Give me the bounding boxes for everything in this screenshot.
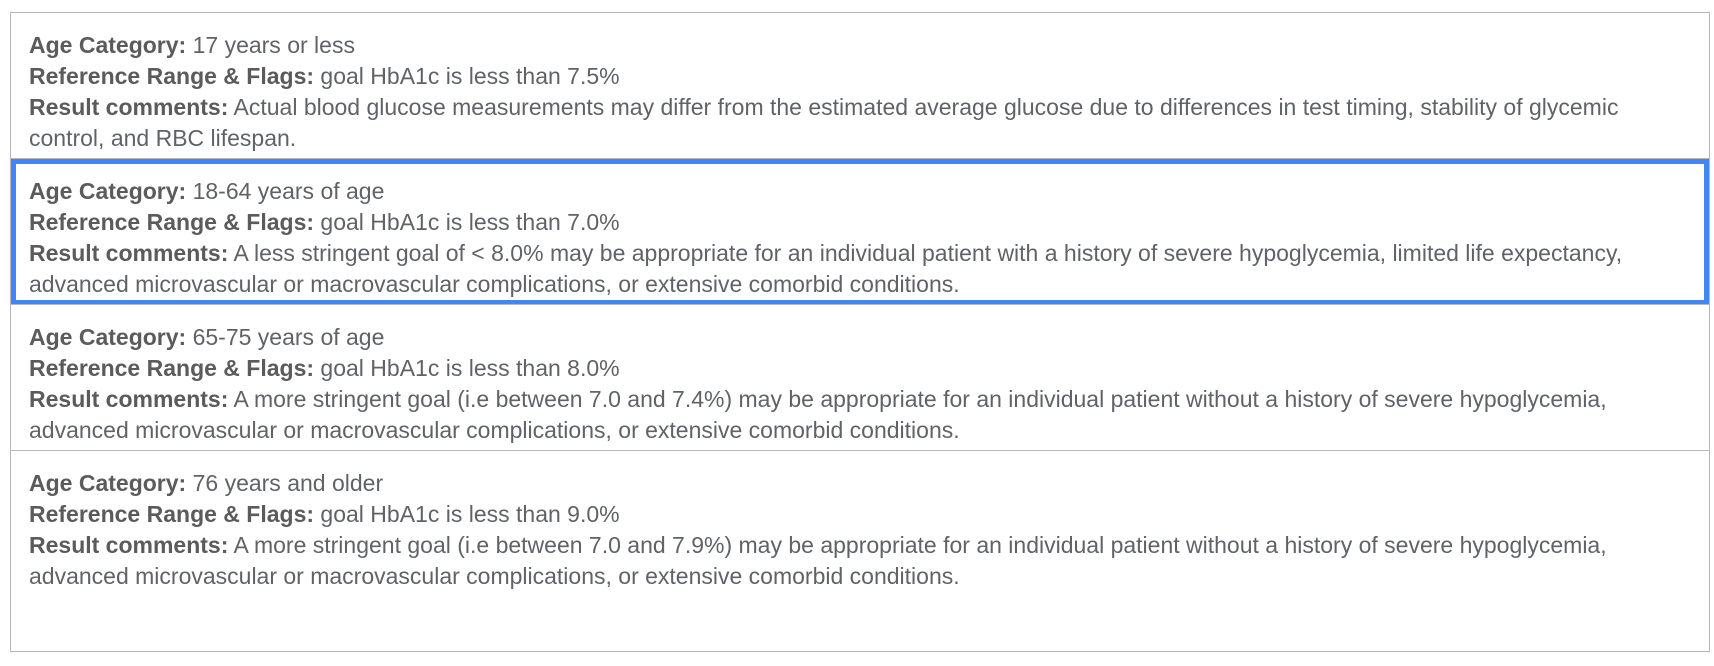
reference-range-label: Reference Range & Flags:	[29, 63, 315, 89]
age-category-value: 17 years or less	[192, 32, 355, 58]
result-comments-label: Result comments:	[29, 240, 229, 266]
result-comments-label: Result comments:	[29, 94, 229, 120]
reference-range-value: goal HbA1c is less than 7.5%	[320, 63, 620, 89]
result-comments-line: Result comments: A more stringent goal (…	[29, 530, 1681, 592]
result-comments-value: A less stringent goal of < 8.0% may be a…	[29, 240, 1623, 297]
reference-range-label: Reference Range & Flags:	[29, 209, 315, 235]
reference-range-value: goal HbA1c is less than 8.0%	[320, 355, 620, 381]
reference-range-line: Reference Range & Flags: goal HbA1c is l…	[29, 353, 1681, 384]
row-divider	[11, 450, 1709, 451]
age-category-entry[interactable]: Age Category: 76 years and older Referen…	[11, 451, 1709, 597]
row-divider	[11, 158, 1709, 159]
age-category-value: 18-64 years of age	[192, 178, 385, 204]
result-comments-line: Result comments: A more stringent goal (…	[29, 384, 1681, 446]
reference-range-panel: Age Category: 17 years or less Reference…	[10, 12, 1710, 652]
result-comments-label: Result comments:	[29, 532, 229, 558]
result-comments-value: A more stringent goal (i.e between 7.0 a…	[29, 532, 1607, 589]
reference-range-label: Reference Range & Flags:	[29, 355, 315, 381]
reference-range-line: Reference Range & Flags: goal HbA1c is l…	[29, 61, 1681, 92]
age-category-entry[interactable]: Age Category: 17 years or less Reference…	[11, 13, 1709, 158]
age-category-label: Age Category:	[29, 178, 187, 204]
result-comments-value: A more stringent goal (i.e between 7.0 a…	[29, 386, 1607, 443]
reference-range-value: goal HbA1c is less than 9.0%	[320, 501, 620, 527]
reference-range-value: goal HbA1c is less than 7.0%	[320, 209, 620, 235]
age-category-line: Age Category: 76 years and older	[29, 468, 1681, 499]
reference-range-label: Reference Range & Flags:	[29, 501, 315, 527]
result-comments-line: Result comments: Actual blood glucose me…	[29, 92, 1681, 154]
result-comments-line: Result comments: A less stringent goal o…	[29, 238, 1681, 300]
age-category-entry[interactable]: Age Category: 18-64 years of age Referen…	[11, 159, 1709, 305]
age-category-line: Age Category: 65-75 years of age	[29, 322, 1681, 353]
reference-range-line: Reference Range & Flags: goal HbA1c is l…	[29, 499, 1681, 530]
result-comments-label: Result comments:	[29, 386, 229, 412]
age-category-line: Age Category: 17 years or less	[29, 30, 1681, 61]
age-category-label: Age Category:	[29, 324, 187, 350]
age-category-value: 65-75 years of age	[192, 324, 385, 350]
row-divider	[11, 304, 1709, 305]
age-category-value: 76 years and older	[192, 470, 384, 496]
age-category-entry[interactable]: Age Category: 65-75 years of age Referen…	[11, 305, 1709, 451]
age-category-label: Age Category:	[29, 32, 187, 58]
reference-range-line: Reference Range & Flags: goal HbA1c is l…	[29, 207, 1681, 238]
result-comments-value: Actual blood glucose measurements may di…	[29, 94, 1619, 151]
age-category-label: Age Category:	[29, 470, 187, 496]
age-category-line: Age Category: 18-64 years of age	[29, 176, 1681, 207]
